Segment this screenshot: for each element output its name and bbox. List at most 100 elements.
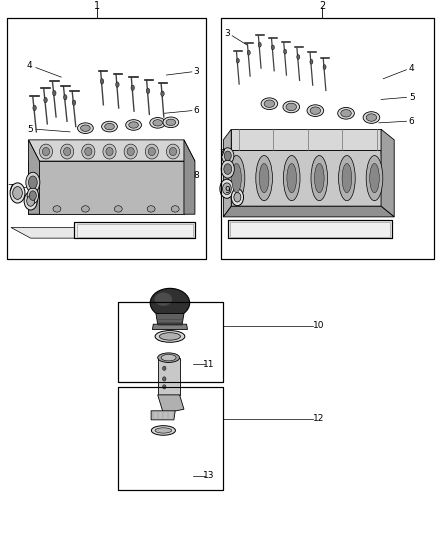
Ellipse shape (297, 54, 300, 59)
Ellipse shape (81, 206, 89, 212)
Polygon shape (231, 150, 383, 206)
Ellipse shape (131, 85, 134, 91)
Ellipse shape (310, 107, 321, 115)
Ellipse shape (100, 79, 104, 84)
Text: 13: 13 (203, 471, 214, 480)
Ellipse shape (82, 144, 95, 159)
Ellipse shape (161, 354, 176, 361)
Polygon shape (74, 222, 195, 238)
Ellipse shape (10, 183, 25, 203)
Ellipse shape (27, 196, 35, 206)
Polygon shape (28, 161, 184, 214)
Ellipse shape (26, 172, 40, 192)
Ellipse shape (152, 426, 175, 435)
Ellipse shape (314, 164, 324, 193)
Ellipse shape (311, 156, 328, 201)
Ellipse shape (72, 100, 76, 106)
Polygon shape (223, 129, 231, 217)
Ellipse shape (150, 288, 190, 318)
Ellipse shape (338, 108, 354, 119)
Ellipse shape (342, 164, 352, 193)
Polygon shape (381, 129, 394, 217)
Ellipse shape (150, 118, 166, 128)
Ellipse shape (162, 366, 166, 370)
Ellipse shape (29, 191, 36, 200)
Ellipse shape (129, 122, 138, 128)
Polygon shape (152, 324, 187, 329)
Polygon shape (28, 140, 195, 161)
Ellipse shape (145, 144, 159, 159)
Bar (228, 220, 392, 238)
Text: 9: 9 (224, 186, 230, 195)
Ellipse shape (264, 100, 275, 108)
Ellipse shape (222, 148, 234, 164)
Ellipse shape (166, 144, 180, 159)
Ellipse shape (147, 206, 155, 212)
Ellipse shape (148, 148, 155, 156)
Polygon shape (223, 206, 394, 217)
Ellipse shape (258, 42, 261, 47)
Text: 6: 6 (193, 106, 199, 115)
Text: 5: 5 (409, 93, 415, 102)
Ellipse shape (224, 164, 232, 174)
Bar (7, 18, 206, 260)
Ellipse shape (287, 164, 297, 193)
Ellipse shape (323, 64, 326, 69)
Bar (118, 387, 223, 490)
Ellipse shape (161, 91, 164, 96)
Ellipse shape (81, 125, 90, 131)
Ellipse shape (159, 333, 180, 340)
Ellipse shape (247, 50, 251, 55)
Ellipse shape (284, 49, 287, 54)
Bar (118, 302, 223, 382)
Polygon shape (156, 313, 184, 324)
Ellipse shape (231, 189, 244, 206)
Text: 1: 1 (94, 1, 100, 11)
Ellipse shape (155, 330, 185, 342)
Ellipse shape (44, 98, 47, 103)
Ellipse shape (366, 156, 383, 201)
Ellipse shape (170, 148, 177, 156)
Ellipse shape (166, 119, 176, 125)
Ellipse shape (220, 179, 234, 198)
Ellipse shape (224, 151, 231, 160)
Bar (74, 222, 195, 238)
Text: 5: 5 (27, 125, 33, 134)
Text: 7: 7 (219, 149, 226, 158)
Polygon shape (228, 220, 392, 238)
Bar (118, 387, 223, 490)
Text: 6: 6 (409, 117, 415, 126)
Polygon shape (231, 129, 381, 150)
Ellipse shape (228, 156, 245, 201)
Text: 3: 3 (224, 29, 230, 38)
Text: 4: 4 (27, 61, 32, 70)
Polygon shape (158, 395, 184, 414)
Ellipse shape (286, 103, 297, 111)
Ellipse shape (171, 206, 179, 212)
Text: 11: 11 (203, 360, 214, 368)
Ellipse shape (78, 123, 93, 133)
Ellipse shape (223, 183, 231, 195)
Ellipse shape (283, 156, 300, 201)
Ellipse shape (28, 176, 37, 189)
Text: 7: 7 (7, 184, 14, 193)
Ellipse shape (155, 293, 172, 306)
Polygon shape (184, 140, 195, 214)
Ellipse shape (234, 192, 241, 202)
Ellipse shape (341, 110, 351, 117)
Bar (230, 222, 390, 237)
Ellipse shape (237, 58, 239, 63)
Ellipse shape (60, 144, 74, 159)
Ellipse shape (102, 121, 117, 132)
Ellipse shape (259, 164, 269, 193)
Ellipse shape (127, 148, 134, 156)
Ellipse shape (370, 164, 379, 193)
Ellipse shape (114, 206, 122, 212)
Ellipse shape (53, 206, 61, 212)
Text: 2: 2 (319, 1, 325, 11)
Ellipse shape (366, 114, 377, 121)
Ellipse shape (116, 82, 119, 87)
Text: 8: 8 (193, 172, 199, 181)
Bar (7, 18, 206, 260)
Ellipse shape (221, 160, 234, 178)
